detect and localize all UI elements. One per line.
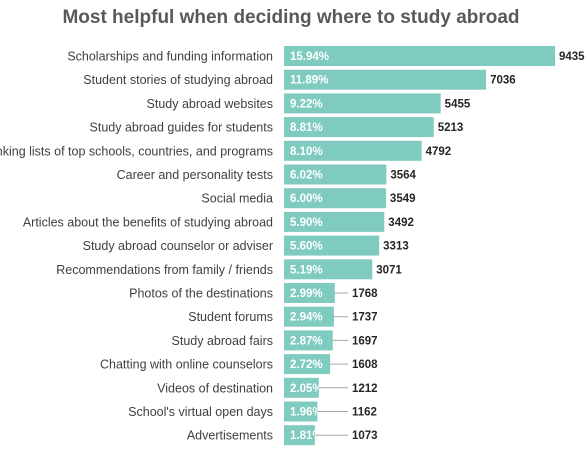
category-label: Scholarships and funding information bbox=[67, 50, 273, 64]
value-label: 7036 bbox=[490, 75, 516, 87]
category-label: Student forums bbox=[188, 310, 273, 324]
value-label: 3564 bbox=[390, 170, 416, 182]
value-label: 3313 bbox=[383, 241, 409, 253]
percent-label: 1.81% bbox=[290, 430, 323, 442]
percent-label: 5.19% bbox=[290, 264, 323, 276]
bar bbox=[284, 235, 380, 256]
percent-label: 1.96% bbox=[290, 407, 323, 419]
bar bbox=[284, 354, 331, 375]
category-label: Study abroad counselor or adviser bbox=[83, 239, 273, 253]
category-label: Recommendations from family / friends bbox=[56, 263, 273, 277]
category-label: Videos of destination bbox=[157, 381, 273, 395]
bar bbox=[284, 211, 385, 232]
value-label: 9435 bbox=[559, 51, 585, 63]
percent-label: 2.87% bbox=[290, 335, 323, 347]
value-label: 3549 bbox=[390, 193, 416, 205]
percent-label: 2.94% bbox=[290, 312, 323, 324]
percent-label: 2.99% bbox=[290, 288, 323, 300]
percent-label: 9.22% bbox=[290, 98, 323, 110]
bar bbox=[284, 69, 487, 90]
bar bbox=[284, 188, 386, 209]
value-label: 1212 bbox=[352, 383, 378, 395]
percent-label: 6.02% bbox=[290, 170, 323, 182]
bar bbox=[284, 164, 387, 185]
bar bbox=[284, 259, 373, 280]
category-label: Articles about the benefits of studying … bbox=[23, 215, 273, 229]
bar bbox=[284, 93, 441, 114]
category-label: Chatting with online counselors bbox=[100, 358, 273, 372]
percent-label: 5.60% bbox=[290, 241, 323, 253]
value-label: 1162 bbox=[352, 407, 377, 419]
value-label: 1608 bbox=[352, 359, 378, 371]
percent-label: 2.05% bbox=[290, 383, 323, 395]
percent-label: 8.81% bbox=[290, 122, 323, 134]
category-label: Student stories of studying abroad bbox=[83, 73, 273, 87]
value-label: 1073 bbox=[352, 430, 378, 442]
value-label: 5455 bbox=[445, 98, 471, 110]
bar bbox=[284, 140, 422, 161]
value-label: 5213 bbox=[438, 122, 464, 134]
bar bbox=[284, 401, 318, 422]
percent-label: 11.89% bbox=[290, 75, 328, 87]
bar bbox=[284, 425, 315, 446]
value-label: 4792 bbox=[426, 146, 452, 158]
percent-label: 15.94% bbox=[290, 51, 329, 63]
category-label: Study abroad guides for students bbox=[90, 121, 273, 135]
bar bbox=[284, 117, 434, 138]
category-label: Career and personality tests bbox=[117, 168, 273, 182]
value-label: 3492 bbox=[388, 217, 414, 229]
value-label: 1768 bbox=[352, 288, 378, 300]
category-label: School's virtual open days bbox=[128, 405, 273, 419]
category-label: Study abroad websites bbox=[147, 97, 273, 111]
percent-label: 8.10% bbox=[290, 146, 323, 158]
percent-label: 2.72% bbox=[290, 359, 323, 371]
category-label: Social media bbox=[201, 192, 273, 206]
percent-label: 5.90% bbox=[290, 217, 323, 229]
value-label: 3071 bbox=[376, 264, 402, 276]
category-label: Photos of the destinations bbox=[129, 287, 273, 301]
value-label: 1737 bbox=[352, 312, 378, 324]
bar bbox=[284, 306, 334, 327]
bar bbox=[284, 377, 319, 398]
bars-group: Scholarships and funding information 15.9… bbox=[0, 46, 585, 446]
value-label: 1697 bbox=[352, 335, 378, 347]
bar bbox=[284, 330, 333, 351]
category-label: Advertisements bbox=[187, 429, 273, 443]
category-label: Study abroad fairs bbox=[172, 334, 273, 348]
bar bbox=[284, 46, 555, 66]
category-label: Ranking lists of top schools, countries,… bbox=[0, 144, 273, 158]
bar bbox=[284, 283, 335, 303]
chart-title: Most helpful when deciding where to stud… bbox=[62, 7, 519, 28]
percent-label: 6.00% bbox=[290, 193, 323, 205]
